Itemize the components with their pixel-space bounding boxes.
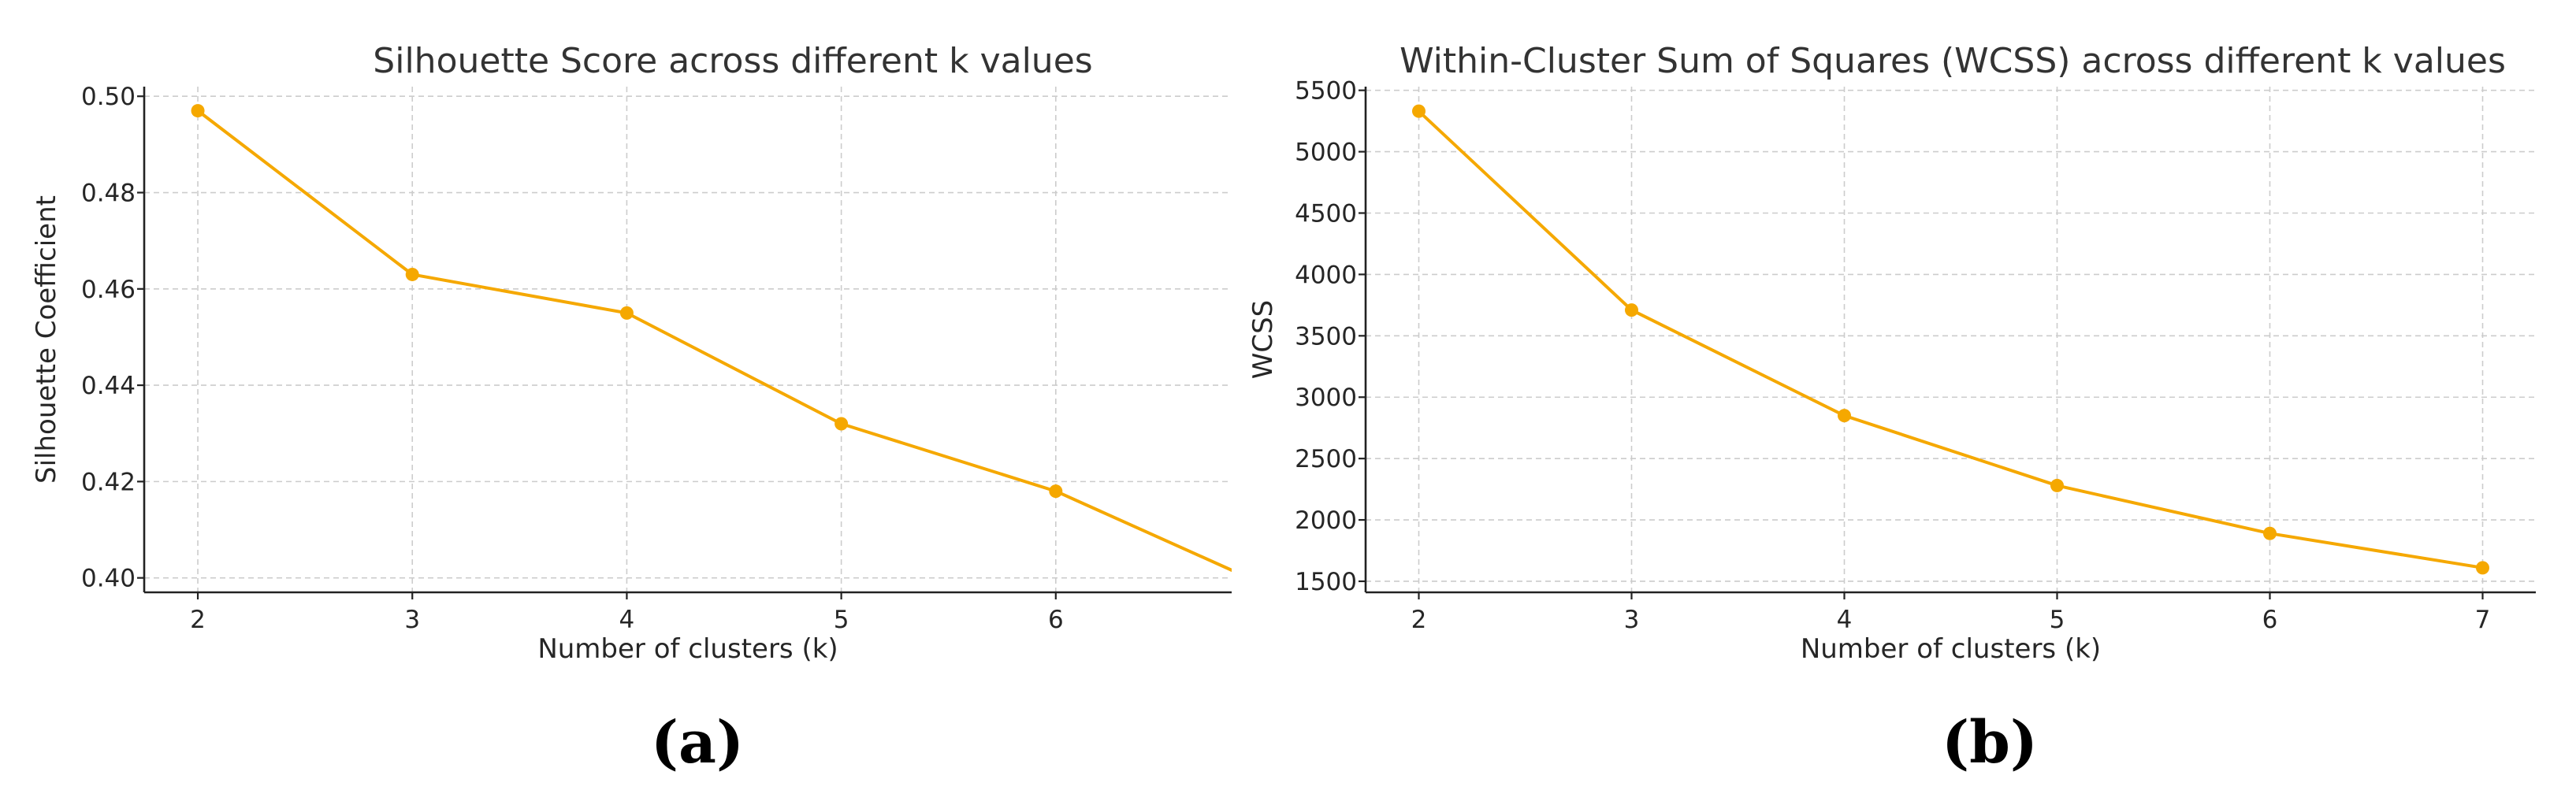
y-tick-label: 3500 bbox=[1295, 322, 1357, 351]
x-tick-label: 6 bbox=[1048, 606, 1064, 634]
x-tick-label: 4 bbox=[619, 606, 635, 634]
chart-title: Silhouette Score across different k valu… bbox=[373, 41, 1092, 81]
x-tick-label: 2 bbox=[1411, 606, 1427, 634]
x-tick-label: 7 bbox=[2475, 606, 2491, 634]
y-tick-label: 1500 bbox=[1295, 568, 1357, 596]
x-tick-label: 3 bbox=[404, 606, 420, 634]
y-tick-label: 0.46 bbox=[81, 276, 136, 304]
y-tick-label: 0.40 bbox=[81, 565, 136, 593]
y-tick-label: 5500 bbox=[1295, 77, 1357, 106]
y-tick-label: 0.50 bbox=[81, 83, 136, 111]
y-tick-label: 3000 bbox=[1295, 384, 1357, 412]
subfigure-caption: (b) bbox=[1942, 709, 2038, 777]
data-point bbox=[2476, 561, 2489, 575]
y-axis-label: WCSS bbox=[1247, 300, 1279, 380]
y-axis-label: Silhouette Coefficient bbox=[31, 195, 62, 484]
data-point bbox=[191, 104, 205, 118]
x-tick-label: 5 bbox=[2050, 606, 2065, 634]
y-tick-label: 4500 bbox=[1295, 200, 1357, 228]
data-point bbox=[1625, 303, 1638, 317]
data-point bbox=[619, 306, 634, 320]
x-axis-label: Number of clusters (k) bbox=[1801, 633, 2101, 665]
y-tick-label: 0.44 bbox=[81, 372, 136, 400]
y-tick-label: 2000 bbox=[1295, 506, 1357, 535]
subfigure-caption: (a) bbox=[651, 709, 744, 777]
series-line bbox=[196, 109, 1232, 573]
y-tick-label: 0.48 bbox=[81, 180, 136, 208]
series-line bbox=[1418, 109, 2483, 569]
y-tick-label: 4000 bbox=[1295, 261, 1357, 289]
x-tick-label: 5 bbox=[834, 606, 849, 634]
chart-title: Within-Cluster Sum of Squares (WCSS) acr… bbox=[1400, 41, 2506, 81]
x-tick-label: 3 bbox=[1624, 606, 1640, 634]
data-point bbox=[405, 267, 419, 281]
data-point bbox=[1838, 409, 1851, 423]
x-tick-label: 4 bbox=[1837, 606, 1853, 634]
x-tick-label: 2 bbox=[190, 606, 206, 634]
x-tick-label: 6 bbox=[2262, 606, 2278, 634]
y-tick-label: 2500 bbox=[1295, 445, 1357, 473]
y-tick-label: 5000 bbox=[1295, 139, 1357, 167]
y-tick-label: 0.42 bbox=[81, 468, 136, 496]
data-point bbox=[835, 417, 849, 431]
data-point bbox=[1049, 484, 1063, 499]
silhouette-chart: 2 3 4 5 6 0.40 0.42 0.44 0.46 0.48 0.50 Silhouette … bbox=[31, 41, 1232, 777]
data-point bbox=[2050, 478, 2064, 492]
data-point bbox=[1412, 104, 1426, 118]
wcss-chart: 2 3 4 5 6 7 1500 2000 2500 3000 3500 4000 4500 5000 55… bbox=[1247, 41, 2536, 777]
data-point bbox=[2263, 526, 2277, 540]
x-axis-label: Number of clusters (k) bbox=[537, 633, 838, 665]
